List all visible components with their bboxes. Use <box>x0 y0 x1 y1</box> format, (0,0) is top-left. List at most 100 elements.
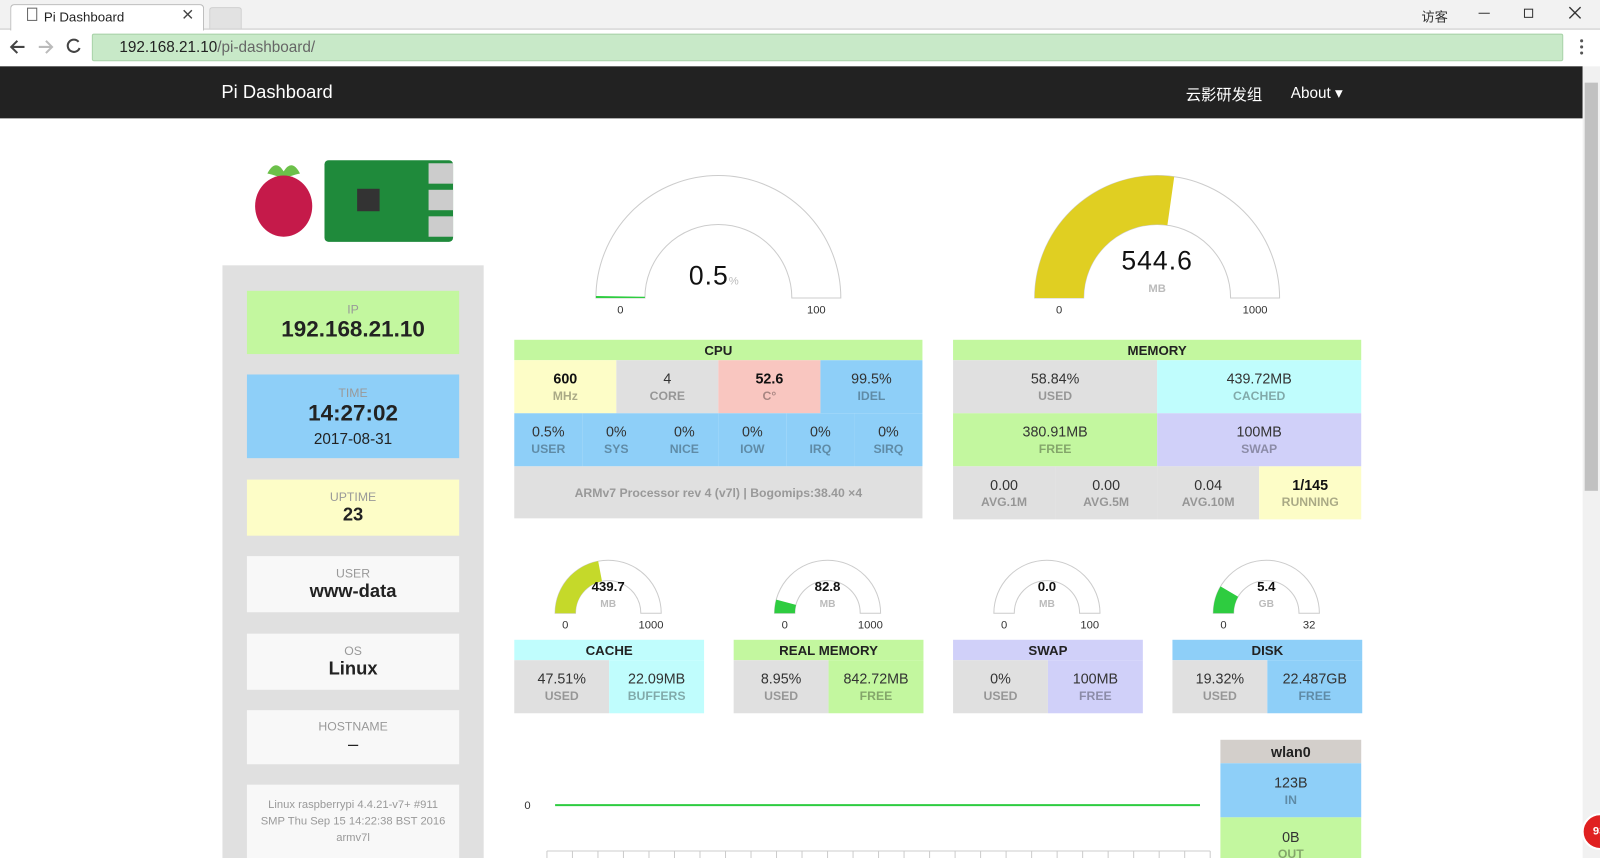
stat-value: 0% <box>742 423 763 440</box>
navbar: Pi Dashboard 云影研发组 About ▾ <box>0 66 1583 119</box>
stat-value: 47.51% <box>537 670 586 687</box>
hostname-box: HOSTNAME – <box>246 710 460 765</box>
stat-cell: 22.487GB FREE <box>1267 660 1363 714</box>
stat-value: 52.6 <box>755 370 784 387</box>
brand[interactable]: Pi Dashboard <box>221 81 333 103</box>
gauge-value: 544.6 <box>1121 245 1192 275</box>
gauge-value: 439.7 <box>592 579 625 594</box>
stat-value: 439.72MB <box>1226 370 1292 387</box>
stat-cell: 0% IRQ <box>786 413 855 467</box>
tab[interactable]: Pi Dashboard <box>10 4 205 31</box>
gauge-track <box>595 174 842 299</box>
close[interactable] <box>1568 6 1582 19</box>
stat-value: 58.84% <box>1030 370 1080 387</box>
gauge-unit: MB <box>820 599 836 610</box>
back[interactable] <box>9 40 25 54</box>
net-in-value: 123B <box>1274 773 1308 791</box>
restore[interactable] <box>1523 8 1534 18</box>
net-out: 0B OUT <box>1220 817 1362 858</box>
stat-cell: 600 MHz <box>514 360 617 414</box>
stat-label: SWAP <box>1241 441 1278 457</box>
stat-cell: 0% SIRQ <box>854 413 923 467</box>
stat-cell: 19.32% USED <box>1172 660 1268 714</box>
gauge-fill <box>774 599 796 614</box>
stat-label: BUFFERS <box>627 688 686 704</box>
stat-cell: 0.5% USER <box>514 413 583 467</box>
stat-value: 0.5% <box>531 423 565 440</box>
stat-cell: 0% SYS <box>582 413 651 467</box>
menu[interactable] <box>1580 39 1584 43</box>
gauge-value: 0.0 <box>1038 579 1056 594</box>
scrollbar[interactable] <box>1582 66 1600 858</box>
stat-label: NICE <box>669 441 699 457</box>
address-bar[interactable]: 192.168.21.10/pi-dashboard/ <box>91 33 1564 62</box>
uptime-label: UPTIME <box>329 489 377 505</box>
gauge-max: 1000 <box>639 620 664 632</box>
stat-cell: 47.51% USED <box>514 660 610 714</box>
stat-label: CACHED <box>1232 388 1286 404</box>
stat-value: 0% <box>878 423 899 440</box>
net-in: 123B IN <box>1220 763 1362 818</box>
gauge-fill <box>1213 586 1239 614</box>
leaf <box>267 165 300 180</box>
ip-label: IP <box>347 302 359 317</box>
stat-cell: ARMv7 Processor rev 4 (v7l) | Bogomips:3… <box>514 466 923 519</box>
kernel-box: Linux raspberrypi 4.4.21-v7+ #911 SMP Th… <box>246 784 460 858</box>
stat-cell: 4 CORE <box>616 360 719 414</box>
y-tick-label: 0 <box>524 800 530 812</box>
gauge-fill <box>555 561 603 614</box>
gauge-value: 5.4 <box>1257 579 1276 594</box>
stat-value: 0% <box>674 423 695 440</box>
gauge-unit: MB <box>600 599 616 610</box>
stat-value: 0% <box>810 423 831 440</box>
nav-link-text: About <box>1290 84 1331 103</box>
stat-cell: 842.72MB FREE <box>828 660 924 714</box>
port <box>428 163 454 184</box>
stat-value: 1/145 <box>1292 476 1329 493</box>
os-box: OS Linux <box>246 633 460 690</box>
stat-value: 600 <box>553 370 578 387</box>
stat-cell: 22.09MB BUFFERS <box>609 660 705 714</box>
gauge-min: 0 <box>1220 620 1226 632</box>
tab-title: Pi Dashboard <box>43 9 125 25</box>
tab-close[interactable] <box>183 9 193 19</box>
url-host: 192.168.21.10 <box>119 38 218 57</box>
scroll-thumb[interactable] <box>1584 82 1598 491</box>
menu-dot <box>1580 45 1584 49</box>
gauge-value: 0.5% <box>689 261 740 291</box>
gauge-min: 0 <box>562 620 568 632</box>
nav-link[interactable]: About ▾ <box>1290 84 1343 103</box>
panel-header: SWAP <box>953 639 1143 661</box>
stat-cell: 439.72MB CACHED <box>1157 360 1362 414</box>
stat-label: AVG.10M <box>1181 494 1235 510</box>
gauge-max: 32 <box>1303 620 1315 632</box>
interface-header: wlan0 <box>1220 739 1362 764</box>
os-label: OS <box>344 643 362 659</box>
nav-link[interactable]: 云影研发组 <box>1185 86 1263 105</box>
chrome-icons <box>9 6 1584 55</box>
browser-user[interactable]: 访客 <box>1421 9 1448 25</box>
uptime-box: UPTIME 23 <box>246 479 460 536</box>
stat-value: 0.00 <box>990 476 1018 493</box>
reload[interactable] <box>66 38 81 53</box>
forward[interactable] <box>38 40 54 54</box>
stat-cell: 0% USED <box>953 660 1048 714</box>
gauge-min: 0 <box>617 304 623 316</box>
stat-value: 0.04 <box>1194 476 1223 493</box>
hostname-label: HOSTNAME <box>318 719 388 734</box>
hostname-value: – <box>347 733 359 755</box>
new-tab[interactable] <box>209 7 242 29</box>
kernel: Linux raspberrypi 4.4.21-v7+ #911 SMP Th… <box>260 798 446 844</box>
stat-label: C° <box>762 388 777 404</box>
port <box>428 189 454 211</box>
stat-label: AVG.1M <box>981 494 1028 510</box>
stat-value: 100MB <box>1072 670 1119 687</box>
stat-value: 100MB <box>1236 423 1282 440</box>
port <box>428 216 454 237</box>
panel-header: DISK <box>1172 639 1363 661</box>
stat-cell: 0% IOW <box>718 413 787 467</box>
user-label: USER <box>336 566 371 581</box>
gauge-value-number: 0.5 <box>689 261 729 291</box>
stat-value: 842.72MB <box>843 670 909 687</box>
gauge-fill <box>595 296 645 298</box>
